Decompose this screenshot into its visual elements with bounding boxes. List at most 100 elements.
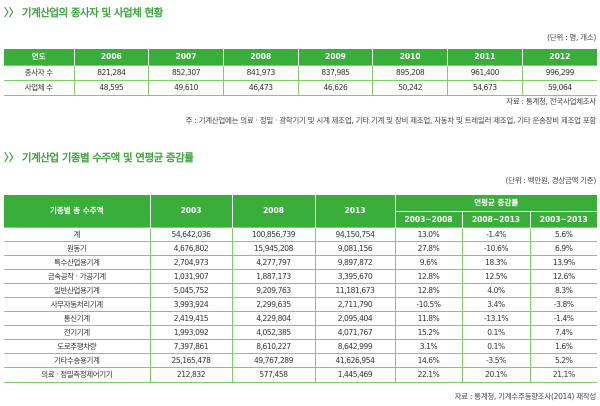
cell-value: 0.1% xyxy=(461,325,530,340)
cell-value: 12.6% xyxy=(529,268,598,284)
cell-value: 15.2% xyxy=(394,325,462,340)
cell-value: 49,610 xyxy=(148,79,224,96)
row-label: 기타수송용기계 xyxy=(4,353,150,368)
cell-value: 961,400 xyxy=(447,64,523,80)
cell-value: 12.8% xyxy=(394,282,462,298)
cell-value: 3.1% xyxy=(394,339,462,354)
cell-value: 821,284 xyxy=(73,64,149,80)
cell-value: 11,181,673 xyxy=(314,282,395,298)
cell-value: 54,642,036 xyxy=(149,226,232,242)
row-label: 금속공작 · 가공기계 xyxy=(4,268,150,284)
section2-title: 〉〉 기계산업 기종별 수주액 및 연평균 증감률 xyxy=(4,152,194,164)
row-label: 의료 · 정밀측정제어기기 xyxy=(4,367,150,383)
table-row: 원동기 4,676,802 15,945,208 9,081,156 27.8% -10.… xyxy=(4,240,598,256)
header-year: 2008 xyxy=(231,195,315,227)
cell-value: 4,052,385 xyxy=(231,325,315,340)
row-label: 계 xyxy=(4,226,150,242)
table-row: 사업체 수 48,595 49,610 46,473 46,626 50,242 54,67… xyxy=(4,79,597,96)
section1-unit: (단위 : 명, 개소) xyxy=(547,33,596,42)
cell-value: 12.5% xyxy=(461,268,530,284)
cell-value: 2,711,790 xyxy=(314,296,395,312)
header-type: 기종별 총 수주액 xyxy=(4,195,150,227)
row-label: 도로주행차량 xyxy=(4,339,150,354)
cell-value: 46,473 xyxy=(222,79,299,96)
section1-note: 주 : 기계산업에는 의료 · 정밀 · 광학기기 및 시계 제조업, 기타 기… xyxy=(185,116,597,125)
cell-value: 3,395,670 xyxy=(314,268,395,284)
section1-title: 〉〉 기계산업의 종사자 및 사업체 현황 xyxy=(4,7,163,19)
header-cell: 2010 xyxy=(372,49,448,65)
header-cell: 2008 xyxy=(222,49,299,65)
header-cell: 2011 xyxy=(447,49,523,65)
cell-value: 4,071,767 xyxy=(314,325,395,340)
section2-unit: (단위 : 백만원, 경상금액 기준) xyxy=(505,176,597,185)
cell-value: 4,277,797 xyxy=(231,254,315,270)
cell-value: 9,209,763 xyxy=(231,282,315,298)
cell-value: 9.6% xyxy=(394,254,462,270)
cell-value: 59,064 xyxy=(521,79,597,96)
cell-value: 5,045,752 xyxy=(149,282,232,298)
section2-source: 자료 : 통계청, 기계수주동향조사(2014) 재작성 xyxy=(454,392,597,401)
subheader-period: 2003~2013 xyxy=(529,210,598,227)
table-row: 의료 · 정밀측정제어기기 212,832 577,458 1,445,469 22.1… xyxy=(4,367,598,383)
cell-value: 2,704,973 xyxy=(149,254,232,270)
row-label: 사업체 수 xyxy=(4,79,74,96)
header-growth-rate: 연평균 증감률 xyxy=(394,195,598,211)
cell-value: 48,595 xyxy=(73,79,149,96)
cell-value: 3.4% xyxy=(461,296,530,312)
cell-value: 21.1% xyxy=(529,367,598,383)
table-row: 계 54,642,036 100,856,739 94,150,754 13.0% -1.… xyxy=(4,226,598,242)
cell-value: 5.2% xyxy=(529,353,598,368)
cell-value: -10.6% xyxy=(461,240,530,256)
cell-value: 996,299 xyxy=(521,64,597,80)
cell-value: -3.5% xyxy=(461,353,530,368)
cell-value: 20.1% xyxy=(461,367,530,383)
cell-value: 22.1% xyxy=(394,367,462,383)
cell-value: 5.6% xyxy=(529,226,598,242)
employees-businesses-table: 연도 2006 2007 2008 2009 2010 2011 2012 종사자 수 821,2… xyxy=(4,49,597,96)
header-cell: 연도 xyxy=(4,49,74,65)
table-row: 사무자동처리기계 3,993,924 2,299,635 2,711,790 -10.5… xyxy=(4,296,598,312)
cell-value: -13.1% xyxy=(461,311,530,326)
cell-value: 4.0% xyxy=(461,282,530,298)
cell-value: 12.8% xyxy=(394,268,462,284)
cell-value: 8,642,999 xyxy=(314,339,395,354)
cell-value: 3,993,924 xyxy=(149,296,232,312)
orders-by-type-table: 기종별 총 수주액 2003 2008 2013 연평균 증감률 2003~20… xyxy=(4,195,598,383)
cell-value: 46,626 xyxy=(297,79,373,96)
cell-value: -3.8% xyxy=(529,296,598,312)
cell-value: 2,095,404 xyxy=(314,311,395,326)
row-label: 사무자동처리기계 xyxy=(4,296,150,312)
table-row: 기타수송용기계 25,165,478 49,767,289 41,626,954 14.… xyxy=(4,353,598,368)
cell-value: 837,985 xyxy=(297,64,373,80)
cell-value: -1.4% xyxy=(461,226,530,242)
header-cell: 2009 xyxy=(297,49,373,65)
table-row: 금속공작 · 가공기계 1,031,907 1,887,173 3,395,670 12… xyxy=(4,268,598,284)
cell-value: 8,610,227 xyxy=(231,339,315,354)
row-label: 원동기 xyxy=(4,240,150,256)
cell-value: 54,673 xyxy=(447,79,523,96)
cell-value: 18.3% xyxy=(461,254,530,270)
subheader-period: 2003~2008 xyxy=(394,210,462,227)
table-row: 도로주행차량 7,397,861 8,610,227 8,642,999 3.1% 0.1… xyxy=(4,339,598,354)
row-label: 전기기계 xyxy=(4,325,150,340)
cell-value: -1.4% xyxy=(529,311,598,326)
table-row: 일반산업용기계 5,045,752 9,209,763 11,181,673 12.8%… xyxy=(4,282,598,298)
cell-value: 212,832 xyxy=(149,367,232,383)
cell-value: 2,419,415 xyxy=(149,311,232,326)
cell-value: 1,031,907 xyxy=(149,268,232,284)
cell-value: 7.4% xyxy=(529,325,598,340)
cell-value: 9,897,872 xyxy=(314,254,395,270)
cell-value: 94,150,754 xyxy=(314,226,395,242)
cell-value: 1,887,173 xyxy=(231,268,315,284)
row-label: 종사자 수 xyxy=(4,64,74,80)
table-row: 통신기계 2,419,415 4,229,804 2,095,404 11.8% -13.… xyxy=(4,311,598,326)
header-cell: 2006 xyxy=(73,49,149,65)
cell-value: 41,626,954 xyxy=(314,353,395,368)
cell-value: 50,242 xyxy=(372,79,448,96)
header-year: 2013 xyxy=(314,195,395,227)
cell-value: 9,081,156 xyxy=(314,240,395,256)
cell-value: -10.5% xyxy=(394,296,462,312)
cell-value: 7,397,861 xyxy=(149,339,232,354)
header-cell: 2007 xyxy=(148,49,224,65)
table-row: 전기기계 1,993,092 4,052,385 4,071,767 15.2% 0.1%… xyxy=(4,325,598,340)
